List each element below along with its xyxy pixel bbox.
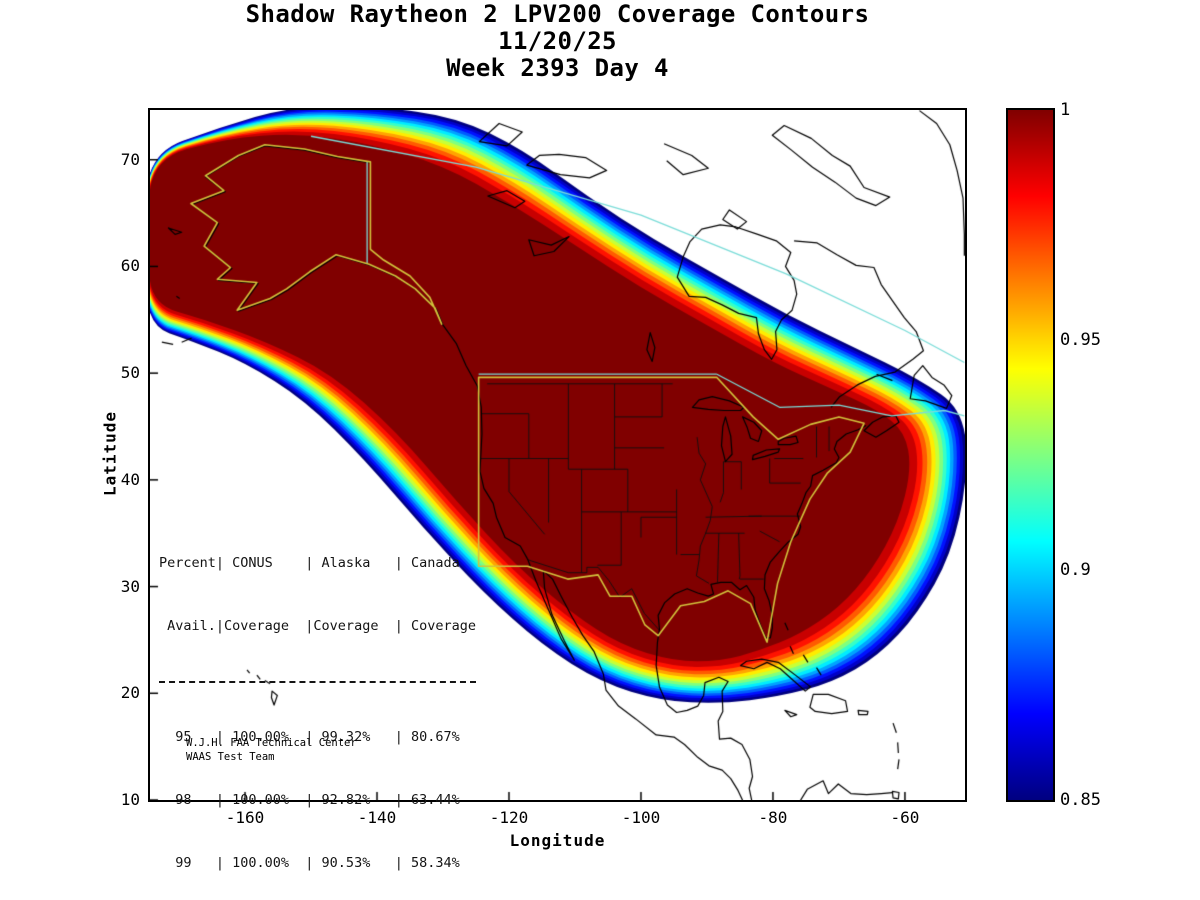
table-header-row: Percent| CONUS | Alaska | Canada xyxy=(159,555,460,571)
x-axis-label: Longitude xyxy=(509,831,606,850)
table-divider xyxy=(159,681,476,683)
colorbar-tick-label: 0.9 xyxy=(1060,560,1091,580)
table-row: 99 | 100.00% | 90.53% | 58.34% xyxy=(159,855,460,871)
coverage-contour-map xyxy=(150,110,965,800)
y-tick-label: 50 xyxy=(120,363,140,383)
table-header-row: Avail.|Coverage |Coverage | Coverage xyxy=(159,618,476,634)
x-tick-label: -160 xyxy=(225,808,265,827)
table-row: 95 | 100.00% | 99.32% | 80.67% xyxy=(159,729,460,745)
x-tick-label: -80 xyxy=(758,808,788,827)
credit-line-1: W.J.H. FAA Technical Center xyxy=(186,737,357,749)
title-block: Shadow Raytheon 2 LPV200 Coverage Contou… xyxy=(150,1,965,82)
plot-area xyxy=(148,108,967,802)
y-tick-label: 20 xyxy=(120,683,140,703)
chart-subtitle-week: Week 2393 Day 4 xyxy=(446,54,669,82)
colorbar-tick-label: 0.95 xyxy=(1060,330,1101,350)
x-tick-label: -140 xyxy=(357,808,397,827)
y-tick-label: 10 xyxy=(120,790,140,809)
colorbar xyxy=(1006,108,1055,802)
x-tick-label: -100 xyxy=(621,808,661,827)
chart-title: Shadow Raytheon 2 LPV200 Coverage Contou… xyxy=(245,0,870,28)
y-tick-label: 30 xyxy=(120,576,140,596)
colorbar-tick-label: 1 xyxy=(1060,100,1071,120)
x-tick-label: -60 xyxy=(890,808,920,827)
colorbar-tick-label: 0.85 xyxy=(1060,790,1101,810)
chart-subtitle-date: 11/20/25 xyxy=(498,27,617,55)
y-tick-label: 40 xyxy=(120,469,140,489)
credit-annotation: W.J.H. FAA Technical Center WAAS Test Te… xyxy=(186,736,357,764)
y-tick-label: 60 xyxy=(120,256,140,276)
availability-table: Percent| CONUS | Alaska | Canada Avail.|… xyxy=(159,511,476,900)
credit-line-2: WAAS Test Team xyxy=(186,751,275,763)
table-row: 98 | 100.00% | 92.82% | 63.44% xyxy=(159,792,460,808)
y-axis-label: Latitude xyxy=(100,410,120,497)
x-tick-label: -120 xyxy=(489,808,529,827)
y-tick-label: 70 xyxy=(120,149,140,169)
